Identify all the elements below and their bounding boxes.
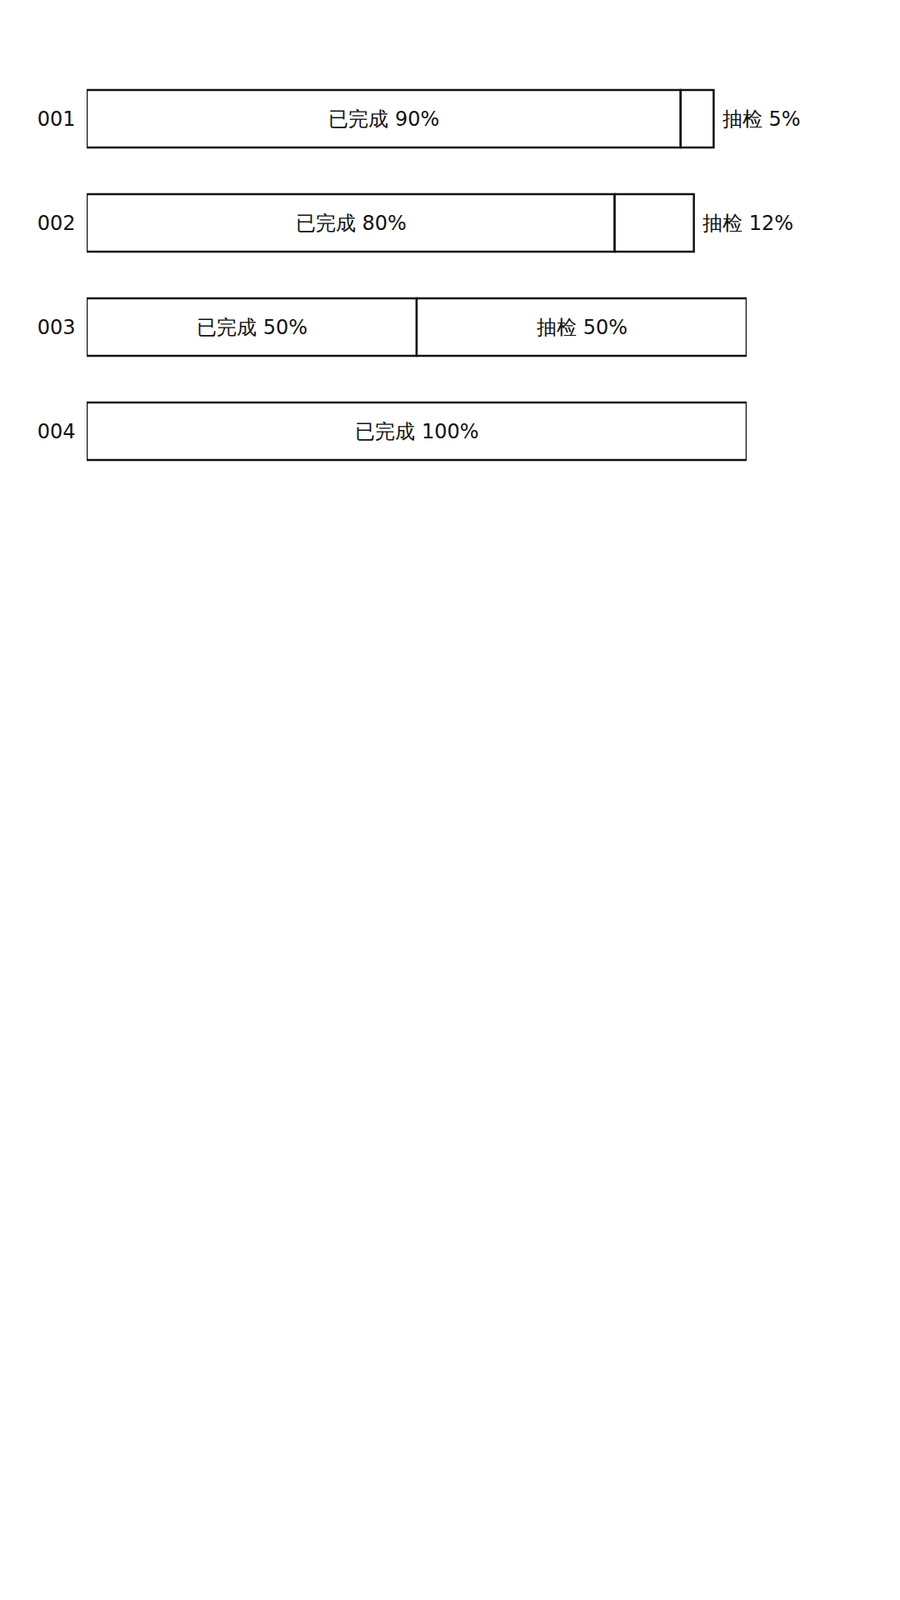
svg-text:已完成 80%: 已完成 80% <box>295 211 407 235</box>
svg-text:002: 002 <box>37 211 76 235</box>
svg-text:抽检 5%: 抽检 5% <box>722 107 801 131</box>
svg-text:抽检 12%: 抽检 12% <box>702 211 794 235</box>
svg-text:已完成 90%: 已完成 90% <box>328 107 440 131</box>
svg-text:已完成 50%: 已完成 50% <box>196 315 308 340</box>
svg-text:004: 004 <box>37 420 76 444</box>
svg-text:抽检 50%: 抽检 50% <box>536 315 628 340</box>
svg-text:003: 003 <box>37 315 76 340</box>
svg-text:001: 001 <box>37 107 76 131</box>
svg-text:已完成 100%: 已完成 100% <box>355 420 479 444</box>
